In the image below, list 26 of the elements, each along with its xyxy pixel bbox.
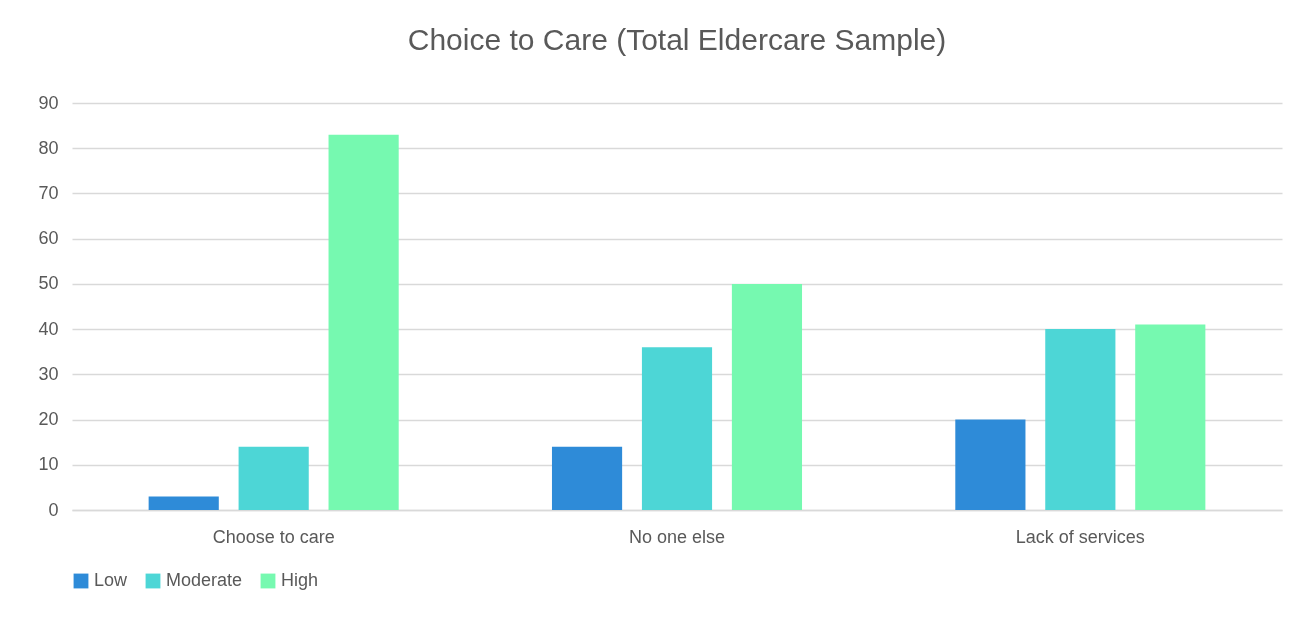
y-tick-label: 70	[38, 182, 59, 203]
bar	[641, 347, 713, 510]
y-tick-label: 20	[38, 409, 59, 430]
y-tick-label: 80	[38, 137, 59, 158]
bar	[551, 446, 623, 510]
bar	[328, 134, 399, 510]
bar	[238, 446, 309, 510]
legend-label: Moderate	[166, 570, 243, 590]
y-tick-label: 0	[48, 499, 59, 520]
x-tick-label: Lack of services	[1015, 526, 1145, 547]
x-tick-label: Choose to care	[212, 526, 335, 547]
y-tick-label: 10	[38, 454, 59, 475]
y-tick-label: 50	[38, 273, 59, 294]
y-tick-label: 30	[38, 363, 59, 384]
bar	[955, 419, 1026, 510]
chart-title: Choice to Care (Total Eldercare Sample)	[407, 23, 947, 56]
y-tick-label: 60	[38, 228, 59, 249]
legend-label: High	[281, 570, 319, 590]
y-tick-label: 90	[38, 92, 59, 113]
bar	[731, 283, 803, 510]
bar	[1135, 324, 1206, 510]
x-tick-label: No one else	[628, 526, 726, 547]
bar	[148, 496, 219, 510]
legend-label: Low	[94, 570, 129, 590]
y-tick-label: 40	[38, 318, 59, 339]
bar	[1045, 329, 1116, 510]
